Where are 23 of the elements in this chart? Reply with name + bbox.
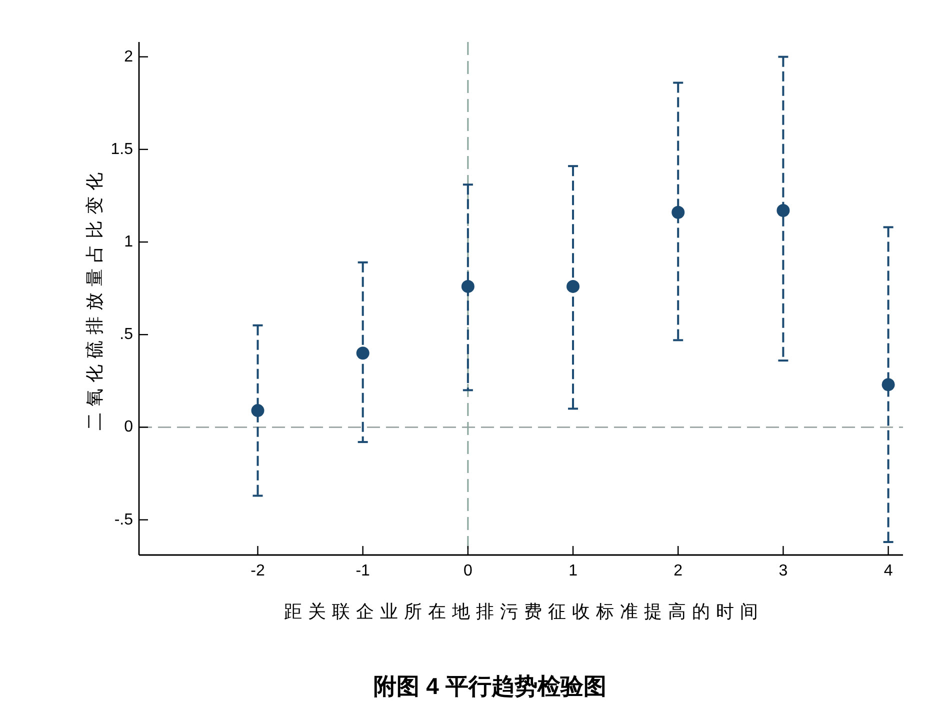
y-tick-label: 1.5 <box>110 140 134 158</box>
x-tick-label: 2 <box>674 562 683 580</box>
x-tick-label: 4 <box>884 562 893 580</box>
x-axis-title: 距关联企业所在地排污费征收标准提高的时间 <box>284 602 764 622</box>
y-tick-label: .5 <box>120 326 134 344</box>
text: 附图 4 平行趋势检验图 <box>374 673 606 699</box>
y-tick-label: 1 <box>124 234 134 251</box>
point <box>461 280 474 293</box>
x-tick-label: 3 <box>778 562 788 580</box>
x-tick-label: 0 <box>463 562 472 580</box>
y-tick-label: 2 <box>124 48 134 66</box>
y-axis-title: 二氧化硫排放量占比变化 <box>84 166 106 430</box>
y-tick-label: 0 <box>124 418 134 436</box>
x-tick-label: 1 <box>568 562 578 580</box>
point <box>672 206 685 219</box>
point <box>776 204 790 218</box>
point <box>251 404 264 418</box>
x-tick-label: -2 <box>250 562 265 580</box>
point <box>566 280 580 293</box>
y-tick-label: -.5 <box>114 511 134 528</box>
x-tick-label: -1 <box>356 562 370 580</box>
point <box>356 346 370 360</box>
point <box>882 378 895 392</box>
